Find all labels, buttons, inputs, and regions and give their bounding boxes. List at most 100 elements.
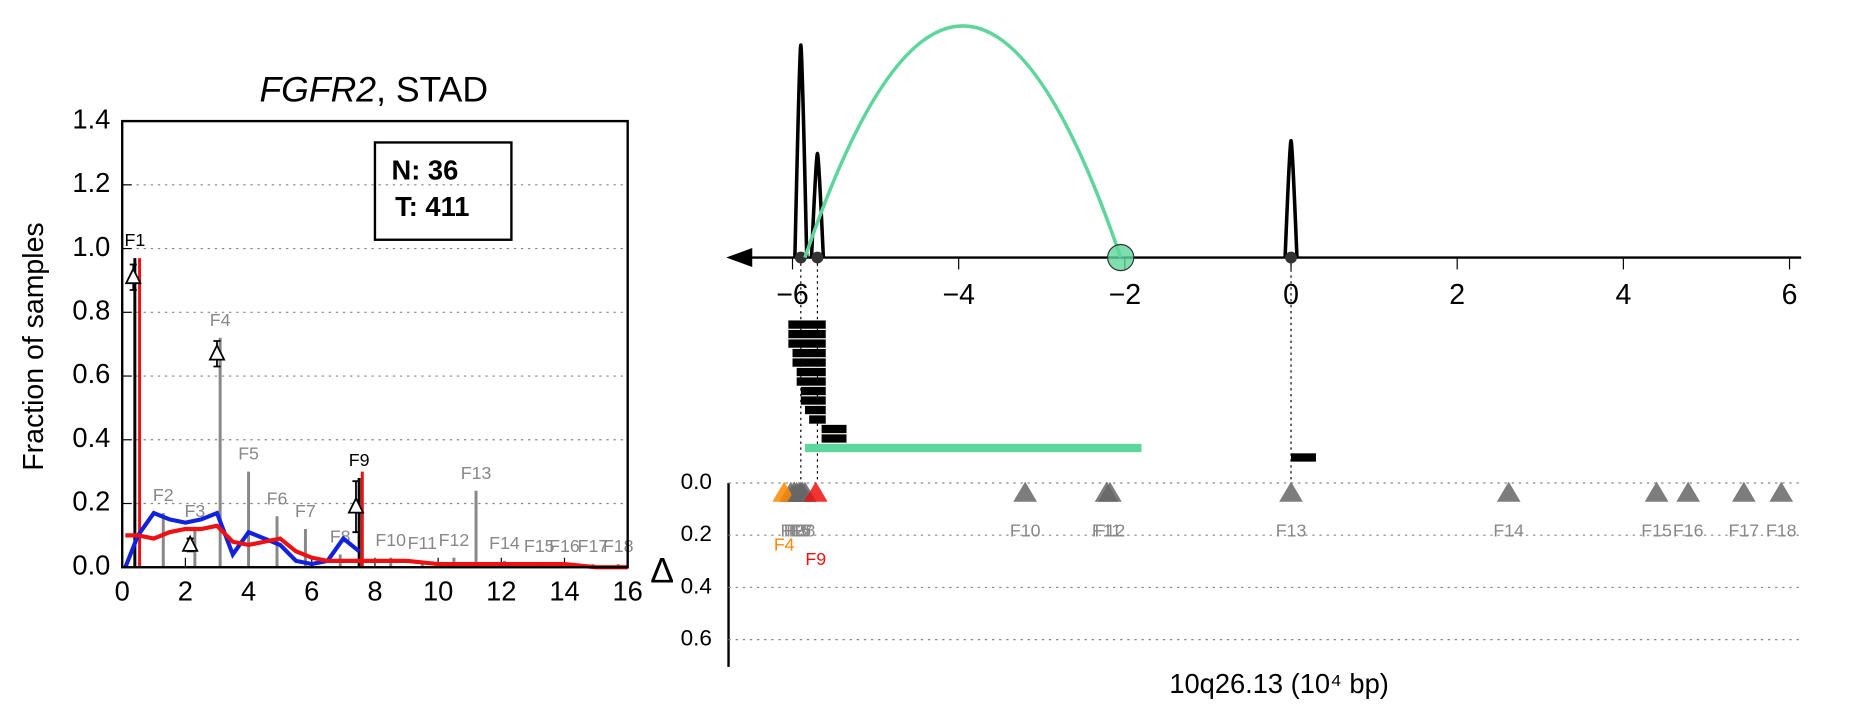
read: [788, 320, 826, 329]
fragment-label: F15: [524, 536, 555, 556]
fragment-marker: [1496, 481, 1521, 502]
fragment-label: F9: [805, 549, 826, 569]
x-tick-label: 10: [423, 576, 453, 607]
fragment-marker: [1769, 481, 1794, 502]
plot-frame: [121, 119, 629, 569]
fragment-marker: [803, 481, 828, 502]
fragment-label: F17: [578, 536, 609, 556]
read: [800, 386, 826, 396]
fragment-label: F13: [1276, 520, 1307, 540]
fragment-label: F17: [1729, 520, 1760, 540]
fragment-label: F2: [784, 520, 805, 540]
read: [800, 396, 826, 405]
y-tick-label: 0.6: [72, 358, 110, 389]
y-tick-label: 0.2: [681, 521, 712, 546]
y-tick-label: 1.4: [72, 103, 110, 134]
fragment-label: F11: [408, 533, 437, 553]
fragment-marker: [1013, 481, 1038, 502]
x-tick-label: 8: [367, 576, 382, 607]
y-tick-label: 0.0: [681, 469, 712, 494]
delta-axis-label: Δ: [650, 551, 674, 591]
peak: [1283, 138, 1299, 258]
read: [792, 358, 826, 367]
fragment-label: F12: [1095, 520, 1126, 540]
read: [821, 434, 847, 443]
delta-marker: [347, 496, 365, 514]
info-n: N: 36: [392, 154, 459, 185]
fragment-label: F18: [603, 536, 634, 556]
fragment-label: F1: [124, 230, 145, 250]
gene-name: FGFR2: [259, 70, 376, 110]
fragment-label: F14: [489, 533, 520, 553]
y-tick-label: 0.0: [72, 549, 110, 580]
fragment-marker: [772, 481, 797, 502]
fragment-label: F8: [795, 520, 816, 540]
y-axis-label: Fraction of samples: [18, 222, 50, 470]
fragment-label: F16: [1673, 520, 1704, 540]
fragment-label: F4: [210, 310, 231, 330]
delta-marker: [181, 534, 199, 552]
junction-arc: [803, 24, 1123, 259]
y-tick-label: 0.8: [72, 295, 110, 326]
fragment-label: F1: [780, 520, 801, 540]
read: [796, 367, 826, 377]
fragment-marker: [1098, 481, 1122, 502]
x-tick-label: 4: [1615, 279, 1631, 311]
x-tick-label: 6: [304, 576, 319, 607]
junction-end: [1107, 243, 1135, 272]
fragment-label: F7: [792, 520, 813, 540]
x-tick-label: 12: [486, 576, 516, 607]
fragment-label: F9: [349, 450, 370, 470]
fragment-label: F6: [267, 488, 288, 508]
delta-marker: [124, 266, 142, 285]
fragment-marker: [1676, 481, 1701, 502]
fragment-label: F14: [1493, 520, 1524, 540]
fragment-label: F3: [786, 520, 807, 540]
read: [796, 377, 826, 386]
title-rest: , STAD: [376, 70, 488, 110]
fragment-label: F13: [461, 463, 492, 483]
fragment-marker: [1731, 481, 1756, 502]
x-tick-label: 6: [1782, 279, 1798, 311]
fragment-label: F15: [1641, 520, 1672, 540]
fragment-label: F6: [790, 520, 811, 540]
x-tick-label: 14: [549, 576, 579, 607]
x-tick-label: −4: [942, 279, 974, 311]
read: [804, 405, 826, 415]
read: [788, 339, 826, 348]
y-tick-label: 1.2: [72, 167, 110, 198]
peak: [793, 43, 809, 258]
fragment-label: F7: [295, 501, 316, 521]
fragment-label: F10: [1010, 520, 1041, 540]
read: [788, 329, 826, 339]
fragment-label: F2: [153, 485, 174, 505]
x-tick-label: 16: [612, 576, 642, 607]
peak-dot: [1285, 251, 1297, 264]
read: [804, 443, 1142, 453]
x-tick-label: 0: [115, 576, 130, 607]
y-tick-label: 0.4: [681, 573, 712, 598]
fragment-label: F12: [439, 530, 470, 550]
x-axis-label: 10q26.13 (10⁴ bp): [1169, 668, 1389, 699]
fragment-label: F4: [774, 535, 795, 555]
fragment-label: F10: [375, 530, 406, 550]
delta-marker: [208, 343, 226, 361]
fragment-label: F16: [549, 536, 580, 556]
read: [792, 348, 826, 358]
x-tick-label: 2: [1449, 279, 1465, 311]
peak: [809, 151, 826, 258]
x-tick-label: −2: [1109, 279, 1141, 311]
fragment-label: F5: [238, 444, 259, 464]
fragment-label: F3: [184, 501, 205, 521]
info-t: T: 411: [395, 191, 469, 222]
peak-dot: [811, 251, 824, 264]
y-tick-label: 0.2: [72, 486, 110, 517]
x-tick-label: 4: [241, 576, 256, 607]
axis-arrow: [726, 248, 753, 268]
read: [809, 415, 826, 424]
fragment-label: F5: [789, 520, 810, 540]
y-tick-label: 0.6: [681, 626, 712, 651]
y-tick-label: 1.0: [72, 231, 110, 262]
